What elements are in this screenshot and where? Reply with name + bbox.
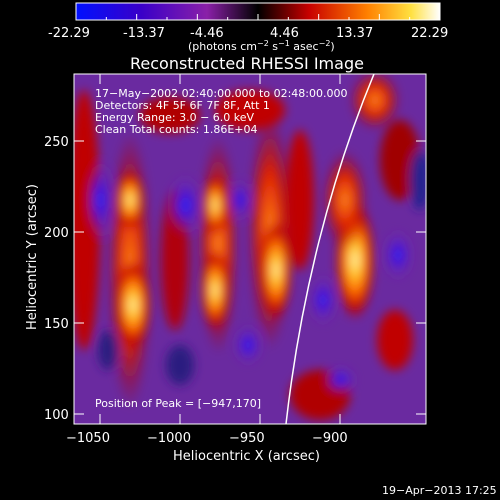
colorbar: -22.29 -13.37 -4.46 4.46 13.37 22.29 (ph… xyxy=(48,2,448,53)
info-line: 17−May−2002 02:40:00.000 to 02:48:00.000 xyxy=(95,87,348,100)
x-tick-label: −1000 xyxy=(147,431,191,446)
y-tick-label: 100 xyxy=(44,408,69,423)
colorbar-tick: -13.37 xyxy=(123,26,165,41)
colorbar-tick: 13.37 xyxy=(336,26,373,41)
info-line: Clean Total counts: 1.86E+04 xyxy=(95,123,258,136)
x-tick-label: −900 xyxy=(312,431,348,446)
info-line: Detectors: 4F 5F 6F 7F 8F, Att 1 xyxy=(95,99,270,112)
plot-frame xyxy=(73,73,427,425)
x-axis-label: Heliocentric X (arcsec) xyxy=(173,449,320,464)
colorbar-tick: 4.46 xyxy=(270,26,299,41)
colorbar-tick: -22.29 xyxy=(48,26,90,41)
plot-title: Reconstructed RHESSI Image xyxy=(130,54,364,73)
colorbar-tick: -4.46 xyxy=(190,26,224,41)
y-axis-label: Heliocentric Y (arcsec) xyxy=(25,184,40,330)
colorbar-unit: (photons cm−2 s−1 asec−2) xyxy=(188,39,335,53)
y-tick-label: 250 xyxy=(44,135,69,150)
footer-date: 19−Apr−2013 17:25 xyxy=(382,484,497,497)
x-tick-label: −1050 xyxy=(66,431,110,446)
peak-position: Position of Peak = [−947,170] xyxy=(95,397,261,410)
observation-info: 17−May−2002 02:40:00.000 to 02:48:00.000… xyxy=(95,87,348,136)
x-tick-label: −950 xyxy=(229,431,265,446)
rhessi-image xyxy=(74,74,426,424)
y-tick-label: 150 xyxy=(44,317,69,332)
y-tick-label: 200 xyxy=(44,226,69,241)
solar-limb-line xyxy=(285,74,375,424)
colorbar-tick: 22.29 xyxy=(411,26,448,41)
info-line: Energy Range: 3.0 − 6.0 keV xyxy=(95,111,255,124)
axis-ticks xyxy=(74,74,426,424)
